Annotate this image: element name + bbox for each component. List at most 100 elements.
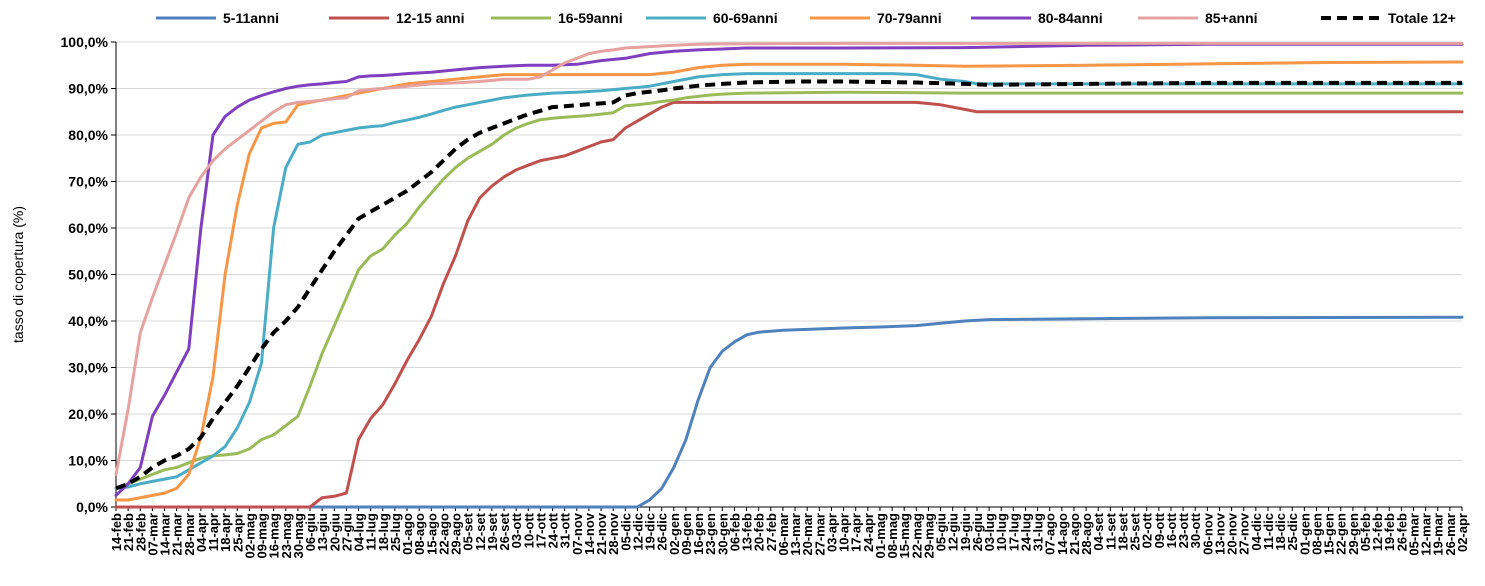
legend-label: 60-69anni <box>713 10 778 26</box>
x-tick-label: 09-ott <box>1152 512 1167 548</box>
x-tick-label: 25-set <box>1128 512 1143 550</box>
x-tick-label: 09-mag <box>255 513 270 559</box>
x-tick-label: 26-set <box>497 512 512 550</box>
x-tick-label: 21-mar <box>170 513 185 556</box>
x-tick-label: 12-giu <box>946 513 961 551</box>
x-tick-label: 29-ago <box>449 513 464 555</box>
y-tick-label: 90,0% <box>68 81 108 97</box>
x-tick-label: 13-nov <box>1212 512 1227 555</box>
x-tick-label: 19-mar <box>1431 513 1446 556</box>
legend-label: 16-59anni <box>558 10 623 26</box>
x-tick-label: 21-ago <box>1067 513 1082 555</box>
x-tick-label: 07-mar <box>145 513 160 556</box>
x-tick-label: 26-giu <box>970 513 985 551</box>
x-tick-label: 05-mar <box>1406 513 1421 556</box>
x-tick-label: 15-gen <box>1322 513 1337 555</box>
x-tick-label: 14-ago <box>1055 513 1070 555</box>
x-tick-label: 10-apr <box>837 513 852 552</box>
y-tick-label: 20,0% <box>68 406 108 422</box>
x-tick-label: 15-mag <box>897 513 912 559</box>
x-tick-label: 10-ott <box>521 512 536 548</box>
x-tick-label: 04-dic <box>1249 513 1264 551</box>
x-tick-label: 29-mag <box>921 513 936 559</box>
x-tick-label: 12-dic <box>630 513 645 551</box>
x-tick-label: 03-ott <box>509 512 524 548</box>
x-tick-label: 18-apr <box>218 513 233 552</box>
legend-label: 70-79anni <box>877 10 942 26</box>
x-tick-label: 31-ott <box>558 512 573 548</box>
x-tick-label: 22-ago <box>436 513 451 555</box>
x-tick-label: 25-dic <box>1285 513 1300 551</box>
y-axis-label: tasso di copertura (%) <box>10 206 26 343</box>
x-tick-label: 06-nov <box>1200 512 1215 555</box>
x-tick-label: 26-mar <box>1443 513 1458 556</box>
x-tick-label: 28-feb <box>133 513 148 551</box>
y-tick-label: 0,0% <box>76 499 108 515</box>
x-tick-label: 13-feb <box>740 513 755 551</box>
x-tick-label: 12-mar <box>1419 513 1434 556</box>
x-tick-label: 10-lug <box>994 513 1009 551</box>
x-tick-label: 30-ott <box>1188 512 1203 548</box>
x-tick-label: 24-lug <box>1018 513 1033 551</box>
x-tick-label: 27-feb <box>764 513 779 551</box>
x-tick-label: 14-mar <box>158 513 173 556</box>
x-tick-label: 30-mag <box>291 513 306 559</box>
x-tick-label: 20-nov <box>1225 512 1240 555</box>
legend-label: 12-15 anni <box>396 10 464 26</box>
legend-label: 5-11anni <box>223 10 279 26</box>
series-line-60-69anni <box>114 72 1464 490</box>
legend-label: Totale 12+ <box>1388 10 1456 26</box>
x-tick-label: 05-feb <box>1358 513 1373 551</box>
y-tick-label: 60,0% <box>68 220 108 236</box>
x-tick-label: 11-apr <box>206 513 221 551</box>
x-tick-label: 11-set <box>1103 512 1118 550</box>
x-tick-label: 20-giu <box>327 513 342 551</box>
x-tick-label: 31-lug <box>1031 513 1046 551</box>
y-tick-label: 30,0% <box>68 360 108 376</box>
series-lines <box>114 41 1464 509</box>
x-tick-label: 18-set <box>1115 512 1130 550</box>
x-tick-label: 19-feb <box>1382 513 1397 551</box>
x-tick-label: 06-giu <box>303 513 318 551</box>
x-tick-label: 02-ott <box>1140 512 1155 548</box>
x-tick-label: 15-ago <box>424 513 439 555</box>
x-tick-label: 26-dic <box>655 513 670 551</box>
series-line-5-11anni <box>114 315 1464 509</box>
x-tick-label: 28-ago <box>1079 513 1094 555</box>
x-tick-label: 05-set <box>461 512 476 550</box>
x-tick-label: 06-mar <box>776 513 791 556</box>
x-tick-label: 17-ott <box>533 512 548 548</box>
x-tick-label: 01-mag <box>873 513 888 559</box>
x-tick-label: 02-mag <box>242 513 257 559</box>
x-tick-label: 12-set <box>473 512 488 550</box>
x-tick-label: 16-gen <box>691 513 706 555</box>
x-tick-label: 21-feb <box>121 513 136 551</box>
x-tick-label: 11-lug <box>364 513 379 551</box>
x-tick-label: 25-lug <box>388 513 403 551</box>
x-tick-label: 18-dic <box>1273 513 1288 551</box>
x-tick-label: 16-mag <box>267 513 282 559</box>
x-tick-label: 23-ott <box>1176 512 1191 548</box>
x-tick-label: 20-mar <box>800 513 815 556</box>
x-tick-label: 01-ago <box>400 513 415 555</box>
x-tick-label: 17-apr <box>849 513 864 552</box>
x-tick-label: 08-ago <box>412 513 427 555</box>
series-line-80-84anni <box>114 42 1464 497</box>
x-tick-label: 19-set <box>485 512 500 550</box>
x-tick-label: 28-mar <box>182 513 197 556</box>
x-tick-label: 24-apr <box>861 513 876 552</box>
x-tick-label: 20-feb <box>752 513 767 551</box>
x-tick-label: 26-feb <box>1394 513 1409 551</box>
y-tick-label: 50,0% <box>68 267 108 283</box>
series-line-12-15-anni <box>114 100 1464 509</box>
x-tick-label: 07-ago <box>1043 513 1058 555</box>
x-tick-label: 29-gen <box>1346 513 1361 555</box>
series-line-85-anni <box>114 41 1464 476</box>
x-tick-label: 21-nov <box>594 512 609 555</box>
x-tick-label: 23-mag <box>279 513 294 559</box>
y-tick-label: 40,0% <box>68 313 108 329</box>
x-tick-label: 24-ott <box>546 512 561 548</box>
y-tick-label: 100,0% <box>61 34 109 50</box>
